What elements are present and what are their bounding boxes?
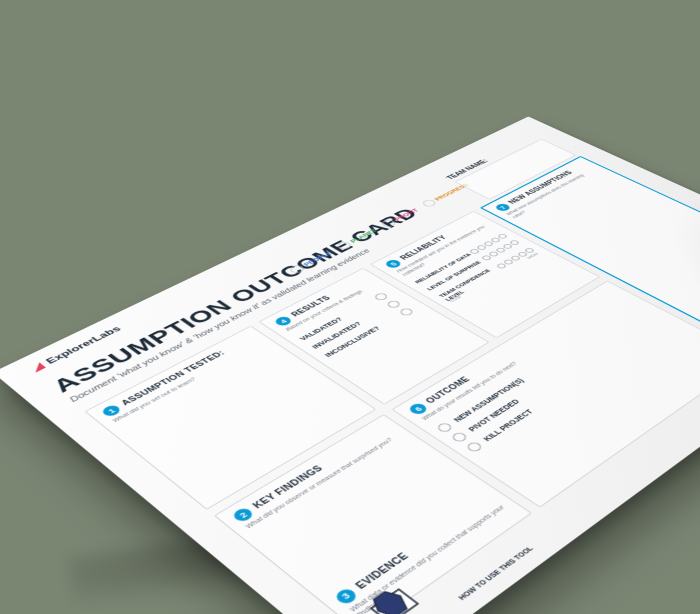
radio-icon xyxy=(398,307,415,317)
radio-icon xyxy=(385,299,402,308)
radio-icon xyxy=(373,292,389,301)
radio-icon xyxy=(465,441,484,453)
outcome-option-new-assumptions[interactable]: NEW ASSUMPTION(S) xyxy=(435,303,644,433)
assumption-outcome-card: ◢ ExplorerLabs ASSUMPTION OUTCOME CARD D… xyxy=(0,116,700,614)
brand-mark-icon: ◢ xyxy=(28,361,47,373)
how-to-use-label: HOW TO USE THIS TOOL xyxy=(458,546,536,602)
reliability-label: TEAM CONFIDENCE LEVEL xyxy=(437,264,505,302)
radio-icon xyxy=(435,422,454,434)
radio-icon xyxy=(450,431,469,443)
